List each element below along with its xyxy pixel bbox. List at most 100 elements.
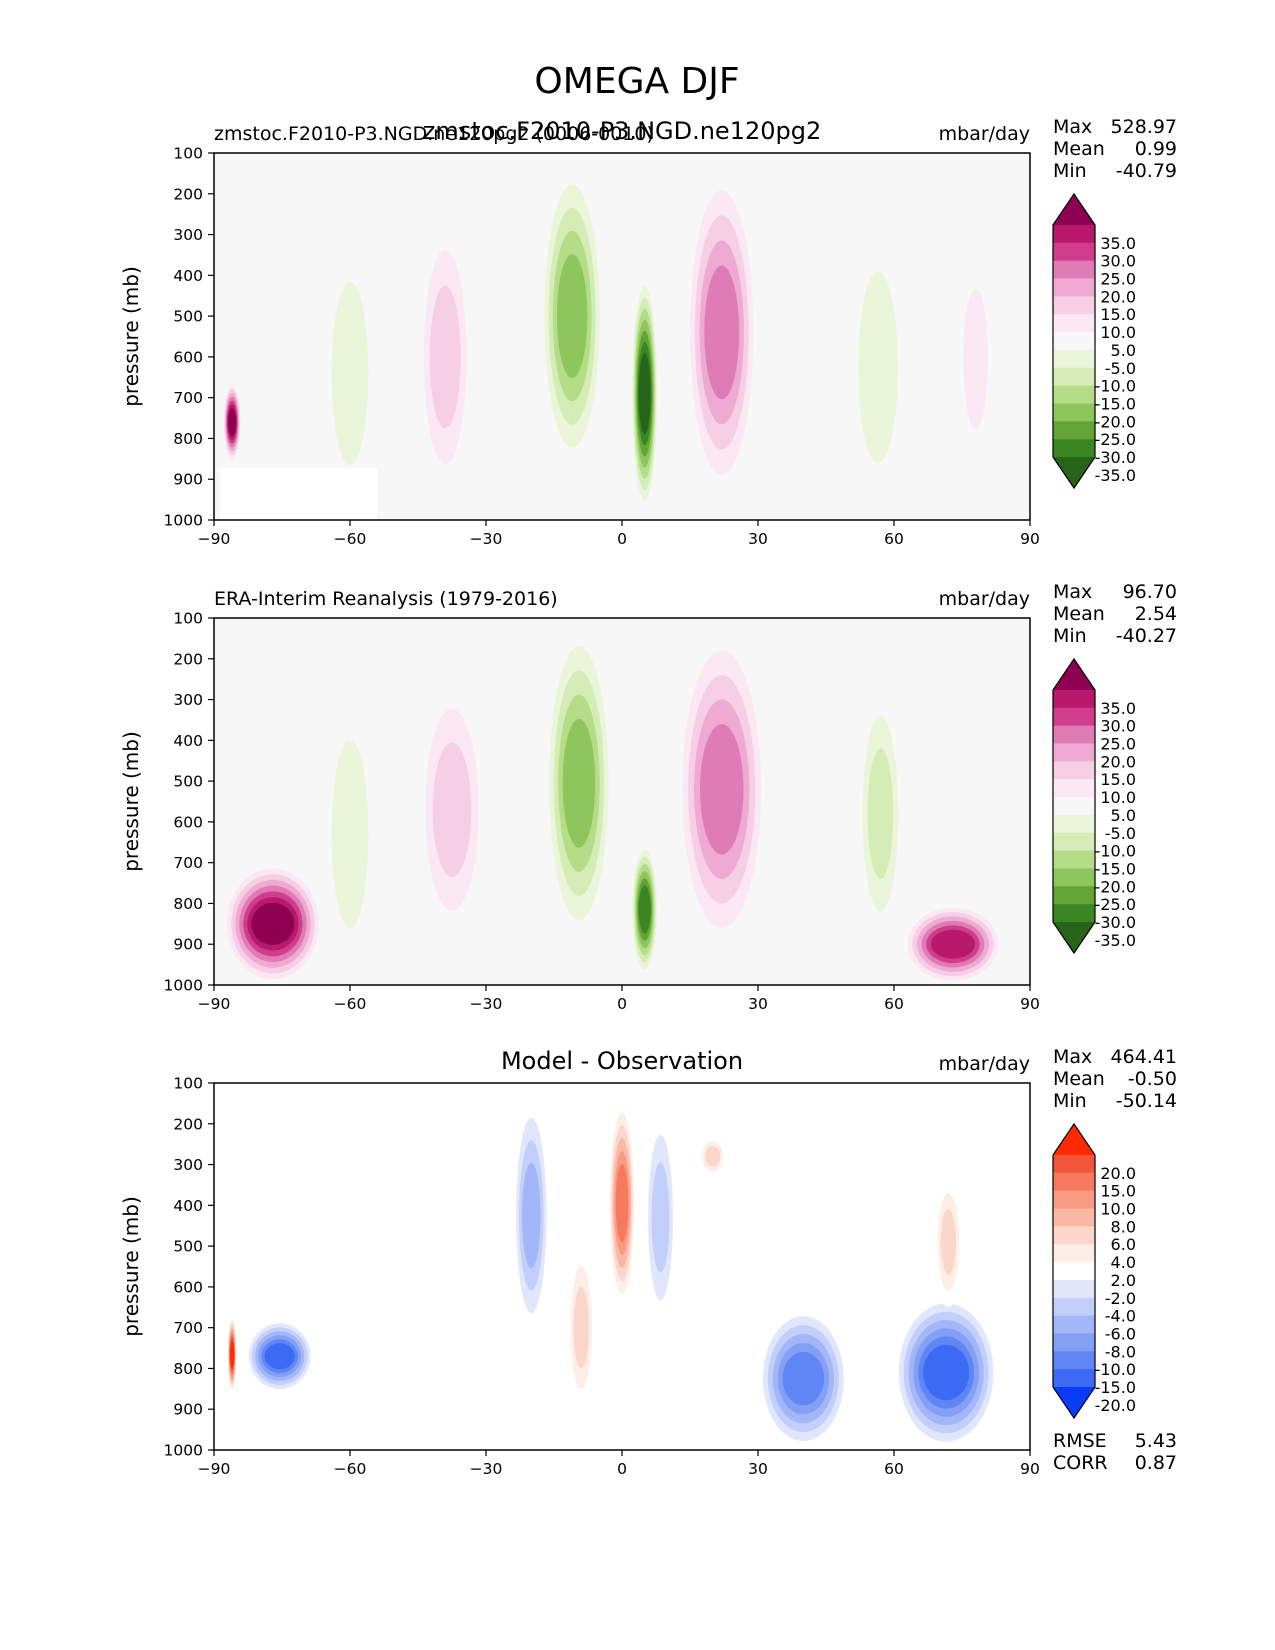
x-tick-label: 30	[748, 995, 768, 1013]
colorbar-segment	[1053, 868, 1095, 887]
stat-label: Min	[1053, 625, 1087, 647]
colorbar-segment	[1053, 1208, 1095, 1227]
contour-band-sh-subtropical-rising	[331, 739, 369, 929]
y-tick-label: 800	[173, 895, 203, 913]
colorbar-tick-label: -5.0	[1105, 824, 1136, 843]
x-tick-label: 60	[884, 995, 904, 1013]
x-tick-label: −60	[334, 530, 367, 548]
y-axis-label: pressure (mb)	[119, 1196, 143, 1337]
contour-band-equatorial-positive	[615, 1164, 629, 1243]
colorbar-tick-label: -15.0	[1095, 1378, 1136, 1397]
colorbar-tick-label: -30.0	[1095, 448, 1136, 467]
y-axis-label: pressure (mb)	[119, 731, 143, 872]
y-tick-label: 900	[173, 936, 203, 954]
masked-region	[220, 467, 378, 520]
contour-field	[220, 161, 994, 520]
colorbar-tick-label: -10.0	[1095, 1360, 1136, 1379]
y-tick-label: 800	[173, 430, 203, 448]
colorbar-tick-label: -15.0	[1095, 394, 1136, 413]
x-tick-label: 0	[617, 1460, 627, 1478]
colorbar-tick-label: -8.0	[1105, 1342, 1136, 1361]
y-tick-label: 100	[173, 610, 203, 628]
colorbar-segment	[1053, 689, 1095, 709]
colorbar-segment	[1053, 403, 1095, 422]
x-tick-label: −30	[470, 530, 503, 548]
colorbar-segment	[1053, 260, 1095, 280]
colorbar-tick-label: -35.0	[1095, 466, 1136, 485]
contour-band-nh-midlat-rising	[867, 748, 894, 879]
colorbar-segment	[1053, 1172, 1095, 1192]
panel-left-title: zmstoc.F2010-P3.NGD.ne120pg2 (0006-0010)	[214, 123, 654, 145]
colorbar-segment	[1053, 1279, 1095, 1299]
panel-center-title: zmstoc.F2010-P3.NGD.ne120pg2	[423, 117, 822, 145]
contour-band-arctic-descent	[930, 929, 976, 959]
contour-band-nh-subtropical-positive	[704, 1146, 721, 1167]
contour-band-sh-tropical-negative	[522, 1162, 541, 1269]
colorbar-tick-label: 25.0	[1100, 735, 1136, 754]
y-axis-label: pressure (mb)	[119, 266, 143, 407]
stat-label: RMSE	[1053, 1430, 1107, 1452]
y-tick-label: 900	[173, 471, 203, 489]
colorbar-tick-label: -5.0	[1105, 359, 1136, 378]
contour-band-nh-midlat-negative	[782, 1351, 825, 1406]
x-tick-label: 60	[884, 530, 904, 548]
y-tick-label: 700	[173, 1319, 203, 1337]
colorbar-extend-min	[1053, 1387, 1095, 1418]
y-tick-label: 500	[173, 1238, 203, 1256]
colorbar-outline	[1052, 657, 1096, 955]
stat-label: Max	[1053, 116, 1092, 138]
contour-band-se-deep-descent	[228, 408, 237, 437]
x-tick-label: 90	[1020, 530, 1040, 548]
stat-value: -40.79	[1116, 160, 1177, 182]
colorbar: 20.015.010.08.06.04.02.0-2.0-4.0-6.0-8.0…	[1052, 1122, 1136, 1420]
contour-band-sh-subtropical-sinking	[429, 285, 461, 429]
stat-value: 464.41	[1111, 1046, 1177, 1068]
panel-units: mbar/day	[939, 588, 1030, 610]
colorbar-tick-label: -30.0	[1095, 913, 1136, 932]
colorbar-tick-label: -25.0	[1095, 430, 1136, 449]
colorbar-segment	[1053, 349, 1095, 369]
colorbar-tick-label: -10.0	[1095, 842, 1136, 861]
stat-label: Min	[1053, 1090, 1087, 1112]
contour-band-nh-subtropical-sinking	[704, 265, 740, 400]
stat-value: 5.43	[1135, 1430, 1177, 1452]
x-tick-label: 60	[884, 1460, 904, 1478]
colorbar-segment	[1053, 1190, 1095, 1210]
contour-band-sh-itcz-rising	[562, 718, 596, 848]
colorbar-segment	[1053, 797, 1095, 816]
contour-band-sh-subtropical-sinking	[432, 742, 472, 877]
panel-center-title: Model - Observation	[501, 1047, 743, 1075]
colorbar-segment	[1053, 904, 1095, 923]
colorbar-segment	[1053, 850, 1095, 870]
figure-title: OMEGA DJF	[534, 61, 739, 102]
colorbar-segment	[1053, 1244, 1095, 1263]
colorbar-tick-label: 35.0	[1100, 699, 1136, 718]
colorbar-tick-label: -25.0	[1095, 895, 1136, 914]
y-tick-label: 600	[173, 813, 203, 831]
colorbar-extend-max	[1053, 194, 1095, 225]
colorbar-segment	[1053, 421, 1095, 440]
x-tick-label: −60	[334, 1460, 367, 1478]
colorbar-tick-label: 5.0	[1111, 341, 1136, 360]
x-tick-label: −30	[470, 995, 503, 1013]
colorbar-segment	[1053, 886, 1095, 905]
y-tick-label: 400	[173, 1197, 203, 1215]
stat-value: -50.14	[1116, 1090, 1177, 1112]
stat-label: Min	[1053, 160, 1087, 182]
y-tick-label: 400	[173, 267, 203, 285]
x-tick-label: 0	[617, 995, 627, 1013]
colorbar-extend-min	[1053, 457, 1095, 488]
stat-label: Max	[1053, 581, 1092, 603]
stat-label: Max	[1053, 1046, 1092, 1068]
x-tick-label: 90	[1020, 1460, 1040, 1478]
colorbar-segment	[1053, 367, 1095, 387]
colorbar-extend-min	[1053, 922, 1095, 953]
panel-units: mbar/day	[939, 1053, 1030, 1075]
x-tick-label: −90	[198, 1460, 231, 1478]
contour-band-equatorial-core-rising	[638, 352, 651, 435]
stat-value: 96.70	[1123, 581, 1177, 603]
stat-value: 2.54	[1135, 603, 1177, 625]
panel-test: −90 −60 −30 0 30 60 90 100 200 300 400 500 600 700 800…	[119, 116, 1177, 548]
colorbar-segment	[1053, 224, 1095, 244]
